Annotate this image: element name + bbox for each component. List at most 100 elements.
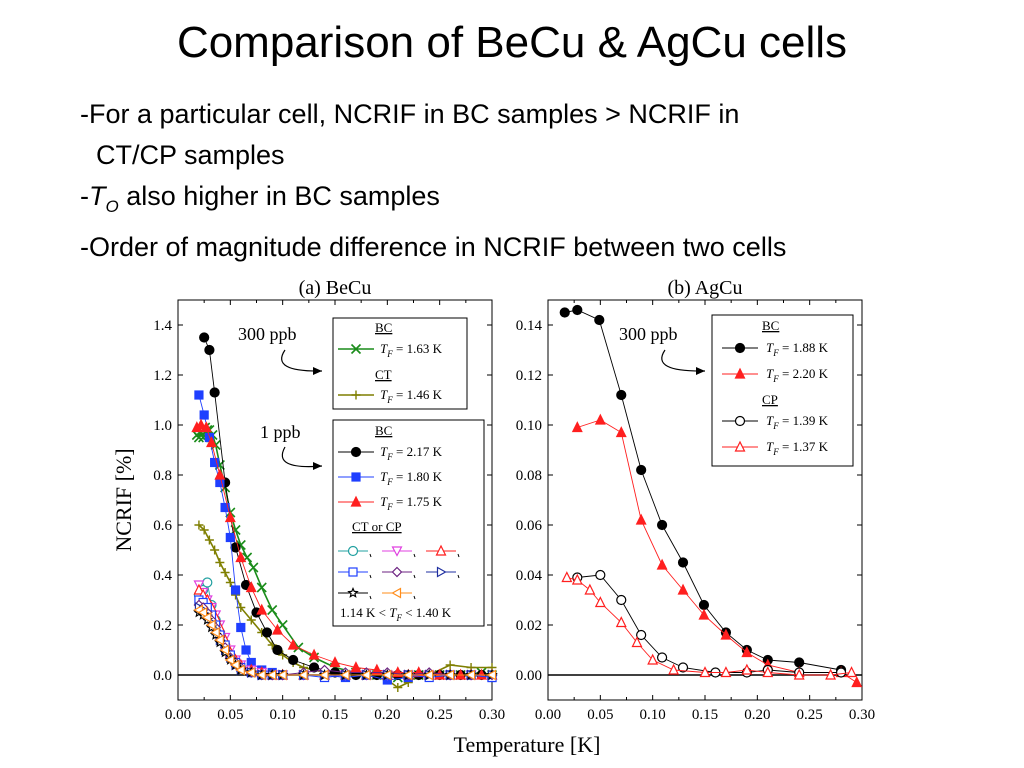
series-4 xyxy=(191,418,488,680)
data-point xyxy=(846,666,858,678)
y-axis-label: NCRIF [%] xyxy=(111,448,136,551)
data-point xyxy=(261,627,273,638)
data-point xyxy=(267,604,278,616)
data-point xyxy=(224,654,235,666)
legend-subscript: F xyxy=(386,502,393,512)
data-point xyxy=(329,656,341,668)
data-point xyxy=(465,669,476,681)
legend-subscript: F xyxy=(772,348,779,358)
data-point xyxy=(423,669,434,681)
legend-box xyxy=(711,314,854,467)
bullet-2: -TO also higher in BC samples xyxy=(80,176,786,227)
arrow-300ppb-a-head xyxy=(313,367,322,375)
series-line xyxy=(196,424,482,676)
annotation-300ppb-b: 300 ppb xyxy=(619,324,678,344)
data-point xyxy=(199,410,209,420)
data-point xyxy=(698,599,710,611)
legend-symbol: T xyxy=(380,387,388,402)
legend-separator xyxy=(413,595,416,600)
y-tick-label: 0.14 xyxy=(516,318,543,334)
legend-value: = 1.39 K xyxy=(779,413,829,428)
data-point xyxy=(271,623,283,635)
x-tick-label: 0.25 xyxy=(427,707,453,723)
data-point xyxy=(851,676,863,688)
legend-swatch-marker xyxy=(348,567,358,577)
data-point xyxy=(445,660,455,670)
data-point xyxy=(393,683,403,692)
data-point xyxy=(636,464,647,476)
y-tick-label: 0.12 xyxy=(516,368,542,384)
data-point xyxy=(220,568,230,577)
legend-value: = 1.88 K xyxy=(779,340,829,355)
legend-value: = 1.63 K xyxy=(393,341,443,356)
legend-swatch-marker xyxy=(347,586,359,598)
legend-separator xyxy=(369,553,372,558)
data-point xyxy=(272,644,283,656)
data-point xyxy=(616,389,627,401)
series-12 xyxy=(193,604,497,681)
legend-subscript: F xyxy=(772,421,779,431)
data-point xyxy=(205,619,216,631)
data-point xyxy=(193,583,205,595)
data-point xyxy=(595,569,606,581)
data-point xyxy=(559,307,570,318)
bullet-2-symbol: T xyxy=(89,181,106,211)
legend-swatch-marker xyxy=(734,367,746,379)
data-point xyxy=(214,634,224,646)
legend-subscript: F xyxy=(772,447,779,457)
legend-header-bc: BC xyxy=(375,320,392,335)
data-point xyxy=(615,426,627,438)
series-3 xyxy=(561,571,858,680)
data-point xyxy=(656,558,668,570)
data-point xyxy=(631,636,643,648)
legend-entry-text: TF = 2.20 K xyxy=(766,366,829,384)
legend-subscript: F xyxy=(772,374,779,384)
data-point xyxy=(308,662,320,673)
data-point xyxy=(201,611,212,624)
x-tick-label: 0.25 xyxy=(797,707,823,723)
legend-swatch-marker xyxy=(436,566,447,578)
legend-swatch-marker xyxy=(350,495,362,507)
data-point xyxy=(636,629,647,641)
legend-swatch-marker xyxy=(391,546,403,557)
data-point xyxy=(835,667,847,678)
annotation-300ppb-a: 300 ppb xyxy=(238,324,297,344)
panel-title: (b) AgCu xyxy=(668,277,743,299)
legend-entry-text: TF = 1.80 K xyxy=(380,469,443,487)
data-point xyxy=(194,390,204,400)
arrow-300ppb-b-head xyxy=(696,367,705,375)
data-point xyxy=(256,582,267,593)
data-point xyxy=(794,657,805,668)
legend-separator xyxy=(413,553,416,558)
x-tick-label: 0.30 xyxy=(849,707,875,723)
data-point xyxy=(235,551,247,563)
legend-separator xyxy=(457,574,460,579)
panel-title: (a) BeCu xyxy=(299,277,372,299)
data-point xyxy=(825,668,837,680)
data-point xyxy=(210,457,220,468)
legend-symbol: T xyxy=(766,413,774,428)
y-tick-label: 0.6 xyxy=(153,518,172,534)
legend-value: = 2.20 K xyxy=(779,366,829,381)
data-point xyxy=(594,314,605,326)
legend-entry-text: TF = 2.17 K xyxy=(380,444,443,462)
data-point xyxy=(230,585,241,595)
data-point xyxy=(206,436,217,448)
data-point xyxy=(245,666,256,679)
y-tick-label: 0.8 xyxy=(153,468,172,484)
data-point xyxy=(698,608,710,620)
legend-separator xyxy=(369,574,372,579)
data-point xyxy=(571,573,583,585)
data-point xyxy=(209,626,220,639)
data-point xyxy=(235,664,245,676)
data-point xyxy=(308,648,320,660)
data-point xyxy=(616,594,627,606)
data-point xyxy=(199,525,209,535)
data-point xyxy=(200,421,212,433)
data-point xyxy=(339,669,350,681)
data-point xyxy=(214,468,226,480)
data-point xyxy=(350,661,362,673)
data-point xyxy=(741,663,753,675)
data-point xyxy=(571,421,583,433)
data-point xyxy=(318,669,329,681)
